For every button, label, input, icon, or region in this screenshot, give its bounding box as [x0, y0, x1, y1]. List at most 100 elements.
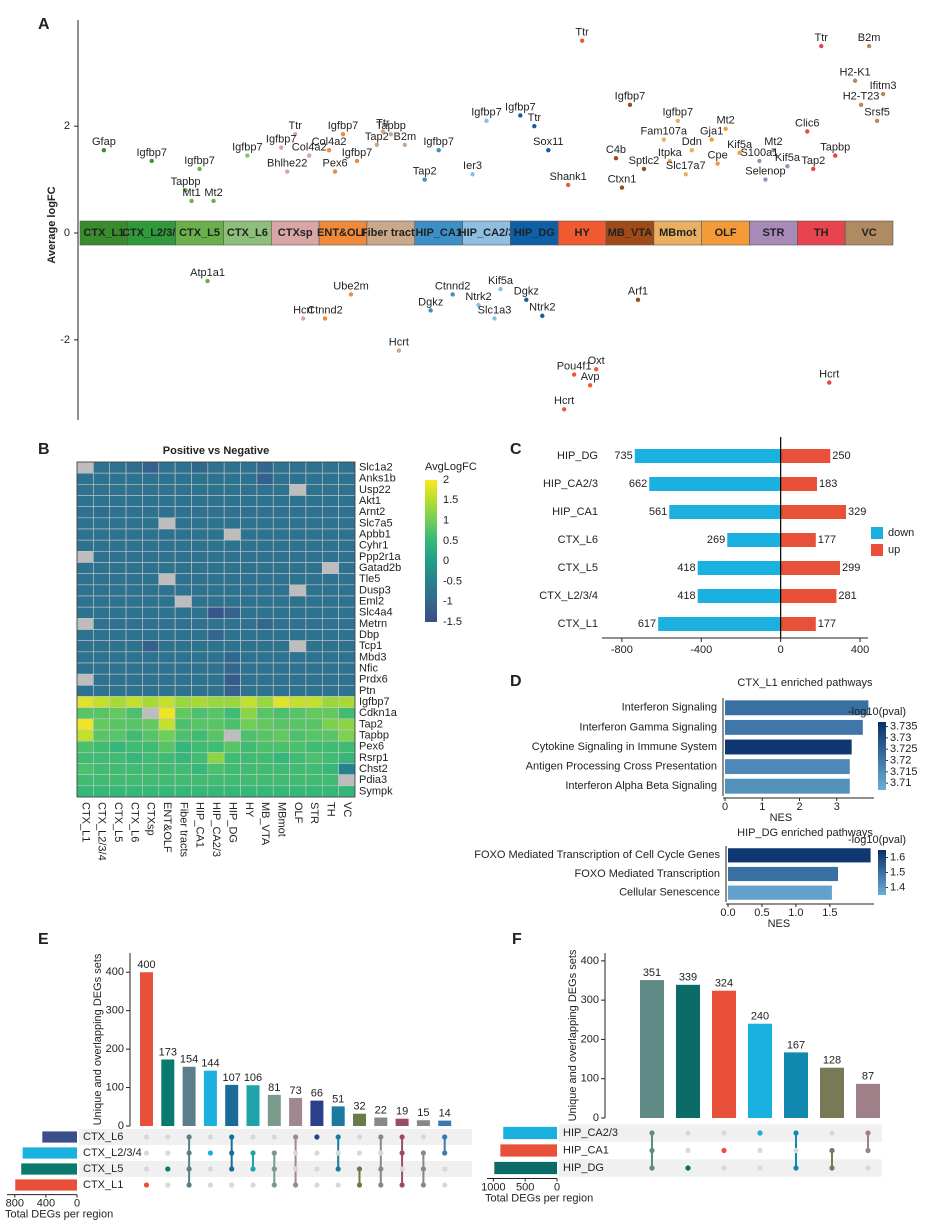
heat-cell [191, 629, 209, 641]
heat-cell [174, 651, 192, 664]
set-bar [21, 1163, 77, 1175]
heat-cell [256, 595, 274, 608]
heat-cell [142, 752, 160, 764]
heat-cell [142, 461, 160, 474]
heat-cell [158, 461, 176, 474]
heat-cell [321, 539, 339, 552]
gene-label: Avp [581, 371, 600, 383]
gene-label: S100a1 [740, 147, 778, 159]
heat-cell [207, 472, 225, 485]
heat-cell [142, 718, 160, 731]
region-box [366, 220, 416, 246]
matrix-dot [378, 1182, 384, 1188]
col-label: HIP_CA1 [194, 802, 206, 848]
value-label: 617 [638, 618, 656, 630]
matrix-dot [335, 1182, 341, 1188]
col-label: CTX_L1 [79, 802, 91, 842]
heat-cell [158, 539, 176, 552]
colorbar-label: 0.5 [443, 535, 458, 547]
heat-cell [158, 752, 176, 764]
bar [725, 700, 869, 716]
matrix-dot [442, 1150, 448, 1156]
heat-cell [207, 584, 225, 597]
heat-cell [256, 707, 274, 720]
heat-cell [174, 729, 192, 742]
gene-label: Bhlhe22 [267, 157, 307, 169]
heat-cell [272, 785, 290, 798]
matrix-dot [757, 1130, 763, 1136]
gene-point [396, 348, 402, 353]
matrix-dot [399, 1134, 405, 1140]
heat-cell [93, 539, 111, 552]
heat-cell [76, 707, 94, 720]
gene-label: Ube2m [333, 280, 368, 292]
gene-label: Igfbp7 [184, 155, 215, 167]
gene-label: Ttr [288, 120, 302, 132]
matrix-dot [271, 1182, 277, 1188]
heat-cell [125, 506, 143, 519]
heat-cell [223, 696, 241, 708]
heat-cell [125, 528, 143, 541]
heat-cell [305, 472, 323, 485]
heat-cell [158, 763, 176, 775]
gene-point [571, 372, 577, 377]
heat-cell [223, 752, 241, 764]
heat-cell [158, 562, 176, 574]
gene-label: Pou4f1 [557, 360, 592, 372]
heat-cell [174, 551, 192, 563]
heat-cell [256, 752, 274, 764]
heat-cell [174, 606, 192, 619]
heat-cell [338, 484, 356, 496]
set-label: CTX_L1 [83, 1179, 123, 1191]
matrix-dot [229, 1134, 235, 1140]
heat-cell [142, 618, 160, 630]
heat-cell [289, 640, 307, 653]
heat-cell [158, 785, 176, 798]
heat-cell [240, 551, 258, 563]
heat-cell [240, 606, 258, 619]
gene-label: Tapbp [376, 120, 406, 132]
row-label: Slc4a4 [359, 607, 393, 619]
heat-cell [240, 495, 258, 507]
heat-cell [305, 484, 323, 496]
x-axis-label: NES [768, 918, 791, 930]
heat-cell [207, 573, 225, 586]
x-tick-label: 2 [796, 801, 802, 813]
value-label: 154 [180, 1054, 198, 1066]
heat-cell [76, 629, 94, 641]
row-label: Slc7a5 [359, 517, 393, 529]
heat-cell [289, 517, 307, 530]
row-label: Igfbp7 [359, 696, 390, 708]
gene-point [205, 278, 210, 284]
chart-title: CTX_L1 enriched pathways [737, 677, 873, 689]
matrix-dot [165, 1182, 171, 1188]
gene-point [593, 367, 599, 372]
col-label: TH [325, 802, 337, 817]
matrix-dot [721, 1165, 727, 1171]
heat-cell [125, 685, 143, 697]
heat-cell [289, 539, 307, 552]
colorbar-label: 3.73 [890, 732, 911, 744]
heat-cell [321, 506, 339, 519]
heat-cell [125, 573, 143, 586]
value-label: 240 [751, 1011, 769, 1023]
heat-cell [240, 461, 258, 474]
colorbar-label: 3.72 [890, 754, 911, 766]
heat-cell [207, 517, 225, 530]
heat-cell [191, 584, 209, 597]
gene-point [561, 407, 567, 412]
matrix-dot [649, 1165, 655, 1171]
heat-cell [207, 551, 225, 563]
gene-label: B2m [394, 131, 417, 143]
matrix-dot [378, 1134, 384, 1140]
heat-cell [272, 618, 290, 630]
x-tick-label: -800 [611, 644, 633, 656]
heat-cell [93, 618, 111, 630]
bar [820, 1067, 844, 1118]
region-box [605, 220, 655, 246]
heat-cell [272, 718, 290, 731]
heat-cell [207, 752, 225, 764]
matrix-dot [649, 1130, 655, 1136]
matrix-dot [271, 1166, 277, 1172]
matrix-dot [757, 1147, 763, 1154]
